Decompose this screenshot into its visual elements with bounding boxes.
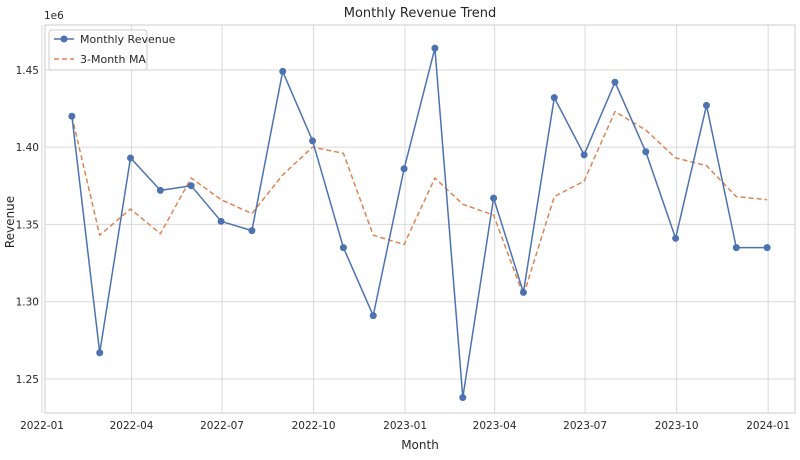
legend-box (48, 29, 148, 71)
data-point-monthly-revenue (248, 227, 256, 235)
x-tick-label: 2022-10 (292, 420, 336, 432)
y-axis-offset-label: 1e6 (44, 10, 64, 22)
data-point-monthly-revenue (279, 67, 287, 75)
data-point-monthly-revenue (369, 312, 377, 320)
data-point-monthly-revenue (732, 244, 740, 252)
series-line-3-month-ma (71, 110, 768, 297)
data-point-monthly-revenue (702, 101, 710, 109)
plot-frame (44, 24, 796, 414)
data-point-monthly-revenue (763, 244, 771, 252)
data-point-monthly-revenue (400, 165, 408, 173)
y-tick-label: 1.45 (16, 65, 39, 77)
x-tick-label: 2022-04 (110, 420, 154, 432)
grid (41, 25, 795, 413)
y-tick-label: 1.40 (16, 142, 39, 154)
data-point-monthly-revenue (459, 394, 467, 402)
legend-marker-monthly-revenue (60, 35, 68, 43)
legend-label-monthly-revenue: Monthly Revenue (80, 33, 176, 46)
y-tick-label: 1.35 (16, 219, 39, 231)
legend-label-3-month-ma: 3-Month MA (80, 53, 146, 66)
data-point-monthly-revenue (339, 244, 347, 252)
data-point-monthly-revenue (611, 78, 619, 86)
y-tick-label: 1.25 (16, 374, 39, 386)
x-tick-label: 2023-01 (383, 420, 427, 432)
series-layer (68, 44, 771, 402)
data-point-monthly-revenue (127, 154, 135, 162)
data-point-monthly-revenue (672, 234, 680, 242)
data-point-monthly-revenue (490, 194, 498, 202)
x-tick-label: 2024-01 (746, 420, 790, 432)
data-point-monthly-revenue (68, 112, 76, 120)
data-point-monthly-revenue (187, 182, 195, 190)
data-point-monthly-revenue (642, 148, 650, 156)
x-axis-label: Month (401, 438, 439, 452)
legend: Monthly Revenue 3-Month MA (48, 29, 176, 71)
data-point-monthly-revenue (550, 94, 558, 102)
chart-title: Monthly Revenue Trend (344, 6, 497, 21)
y-axis-label: Revenue (3, 196, 17, 248)
x-tick-label: 2023-07 (563, 420, 607, 432)
data-point-monthly-revenue (156, 186, 164, 194)
data-point-monthly-revenue (519, 288, 527, 296)
tick-labels: 2022-01 2022-04 2022-07 2022-10 2023-01 2023-… (16, 65, 790, 432)
data-point-monthly-revenue (96, 349, 104, 357)
x-tick-label: 2023-10 (655, 420, 699, 432)
data-point-monthly-revenue (580, 151, 588, 159)
data-point-monthly-revenue (431, 44, 439, 52)
x-tick-label: 2022-01 (20, 420, 64, 432)
y-tick-label: 1.30 (16, 297, 39, 309)
data-point-monthly-revenue (309, 137, 317, 145)
series-line-monthly-revenue (71, 47, 768, 399)
data-point-monthly-revenue (217, 217, 225, 225)
x-tick-label: 2023-04 (473, 420, 517, 432)
x-tick-label: 2022-07 (200, 420, 244, 432)
